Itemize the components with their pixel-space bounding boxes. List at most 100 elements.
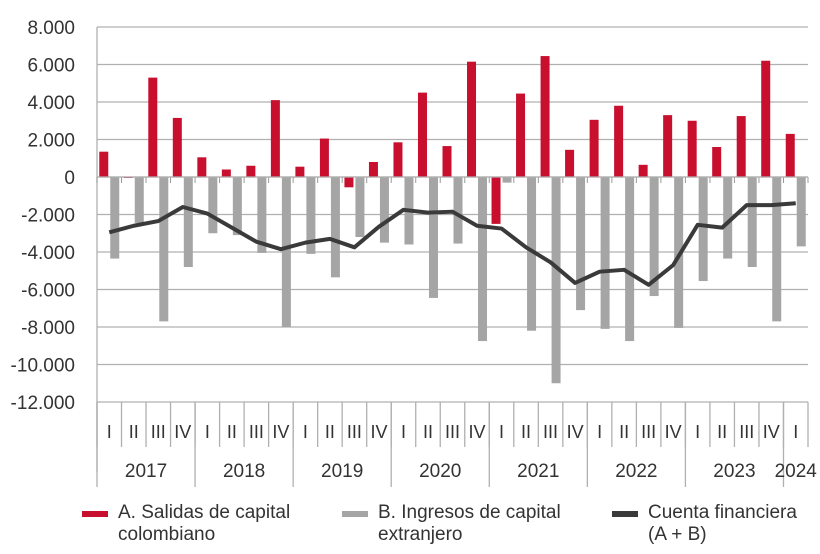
quarter-label: III bbox=[151, 422, 166, 442]
bar-ingresos bbox=[428, 177, 438, 298]
year-label: 2024 bbox=[775, 461, 818, 482]
quarter-label: IV bbox=[272, 422, 289, 442]
bar-salidas bbox=[565, 149, 575, 177]
bar-salidas bbox=[687, 120, 697, 177]
y-tick-label: 2.000 bbox=[27, 131, 75, 152]
bar-ingresos bbox=[527, 177, 537, 331]
year-label: 2021 bbox=[517, 461, 559, 482]
bar-ingresos bbox=[502, 177, 512, 183]
quarter-label: III bbox=[249, 422, 264, 442]
y-tick-label: 6.000 bbox=[27, 56, 75, 77]
quarter-label: IV bbox=[763, 422, 780, 442]
bar-ingresos bbox=[698, 177, 708, 282]
bar-salidas bbox=[368, 162, 378, 177]
bar-ingresos bbox=[232, 177, 242, 236]
bar-ingresos bbox=[355, 177, 365, 237]
bar-ingresos bbox=[208, 177, 218, 234]
bar-salidas bbox=[221, 169, 231, 177]
bar-ingresos bbox=[257, 177, 267, 253]
y-tick-label: -12.000 bbox=[11, 393, 75, 414]
bar-ingresos bbox=[551, 177, 561, 384]
chart: 8.000 6.000 4.000 2.000 0 -2.000 -4.000 -6.000 -… bbox=[11, 18, 818, 487]
quarter-label: II bbox=[717, 422, 727, 442]
bar-ingresos bbox=[796, 177, 806, 247]
quarter-label: III bbox=[543, 422, 558, 442]
legend-label: Cuenta financiera bbox=[648, 502, 797, 523]
quarter-label: I bbox=[499, 422, 504, 442]
legend-label: A. Salidas de capital bbox=[118, 502, 291, 523]
bar-salidas bbox=[270, 100, 280, 177]
bar-ingresos bbox=[330, 177, 340, 278]
quarter-label: I bbox=[303, 422, 308, 442]
bar-salidas bbox=[393, 142, 403, 177]
quarter-label: IV bbox=[370, 422, 387, 442]
year-label: 2020 bbox=[419, 461, 461, 482]
bar-salidas bbox=[417, 92, 427, 177]
quarter-label: I bbox=[597, 422, 602, 442]
y-tick-label: -10.000 bbox=[11, 356, 75, 377]
bar-ingresos bbox=[379, 177, 389, 243]
bar-salidas bbox=[516, 93, 526, 177]
bar-ingresos bbox=[772, 177, 782, 322]
y-tick-label: 0 bbox=[64, 168, 75, 189]
y-tick-label: 4.000 bbox=[27, 93, 75, 114]
legend-item-salidas: A. Salidas de capital colombiano bbox=[82, 502, 290, 546]
bar-ingresos bbox=[600, 177, 610, 329]
quarter-label: I bbox=[107, 422, 112, 442]
year-label: 2018 bbox=[223, 461, 265, 482]
bar-ingresos bbox=[281, 177, 291, 327]
bar-ingresos bbox=[747, 177, 757, 267]
bar-ingresos bbox=[134, 177, 144, 223]
legend-swatch-red bbox=[82, 511, 108, 517]
legend-label: colombiano bbox=[118, 524, 216, 545]
bar-salidas bbox=[467, 61, 477, 177]
bar-ingresos bbox=[159, 177, 169, 322]
bar-salidas bbox=[761, 60, 771, 177]
bar-salidas bbox=[491, 177, 501, 224]
year-label: 2023 bbox=[713, 461, 755, 482]
quarter-label: I bbox=[401, 422, 406, 442]
year-label: 2017 bbox=[125, 461, 167, 482]
bar-ingresos bbox=[453, 177, 463, 244]
quarter-label: II bbox=[423, 422, 433, 442]
quarter-label: II bbox=[129, 422, 139, 442]
y-tick-label: -2.000 bbox=[21, 206, 75, 227]
bar-salidas bbox=[148, 77, 158, 177]
legend: A. Salidas de capital colombiano B. Ingre… bbox=[0, 502, 820, 552]
bar-salidas bbox=[638, 164, 648, 177]
quarter-label: IV bbox=[174, 422, 191, 442]
bar-salidas bbox=[344, 177, 354, 188]
line-cuenta-financiera bbox=[108, 201, 796, 287]
bar-ingresos bbox=[306, 177, 316, 254]
legend-label: B. Ingresos de capital bbox=[378, 502, 561, 523]
y-tick-label: -6.000 bbox=[21, 281, 75, 302]
bar-salidas bbox=[785, 133, 795, 177]
quarter-label: III bbox=[347, 422, 362, 442]
bar-salidas bbox=[712, 147, 722, 177]
bar-ingresos bbox=[576, 177, 586, 311]
bar-salidas bbox=[99, 151, 109, 177]
quarter-label: III bbox=[641, 422, 656, 442]
bar-ingresos bbox=[649, 177, 659, 297]
legend-swatch-gray bbox=[342, 511, 368, 517]
quarter-label: I bbox=[695, 422, 700, 442]
year-label: 2022 bbox=[615, 461, 657, 482]
bar-salidas bbox=[197, 157, 207, 177]
quarter-label: I bbox=[793, 422, 798, 442]
bar-salidas bbox=[540, 56, 550, 177]
year-label: 2019 bbox=[321, 461, 363, 482]
bar-salidas bbox=[614, 105, 624, 177]
quarter-label: II bbox=[325, 422, 335, 442]
quarter-label: IV bbox=[567, 422, 584, 442]
bar-salidas bbox=[663, 115, 673, 177]
quarter-label: II bbox=[619, 422, 629, 442]
quarter-label: III bbox=[739, 422, 754, 442]
quarter-label: II bbox=[521, 422, 531, 442]
legend-item-ingresos: B. Ingresos de capital extranjero bbox=[342, 502, 561, 546]
y-tick-label: -8.000 bbox=[21, 318, 75, 339]
bar-ingresos bbox=[183, 177, 193, 267]
bar-salidas bbox=[319, 138, 329, 177]
bar-salidas bbox=[736, 116, 746, 177]
bar-ingresos bbox=[110, 177, 120, 259]
quarter-label: IV bbox=[665, 422, 682, 442]
